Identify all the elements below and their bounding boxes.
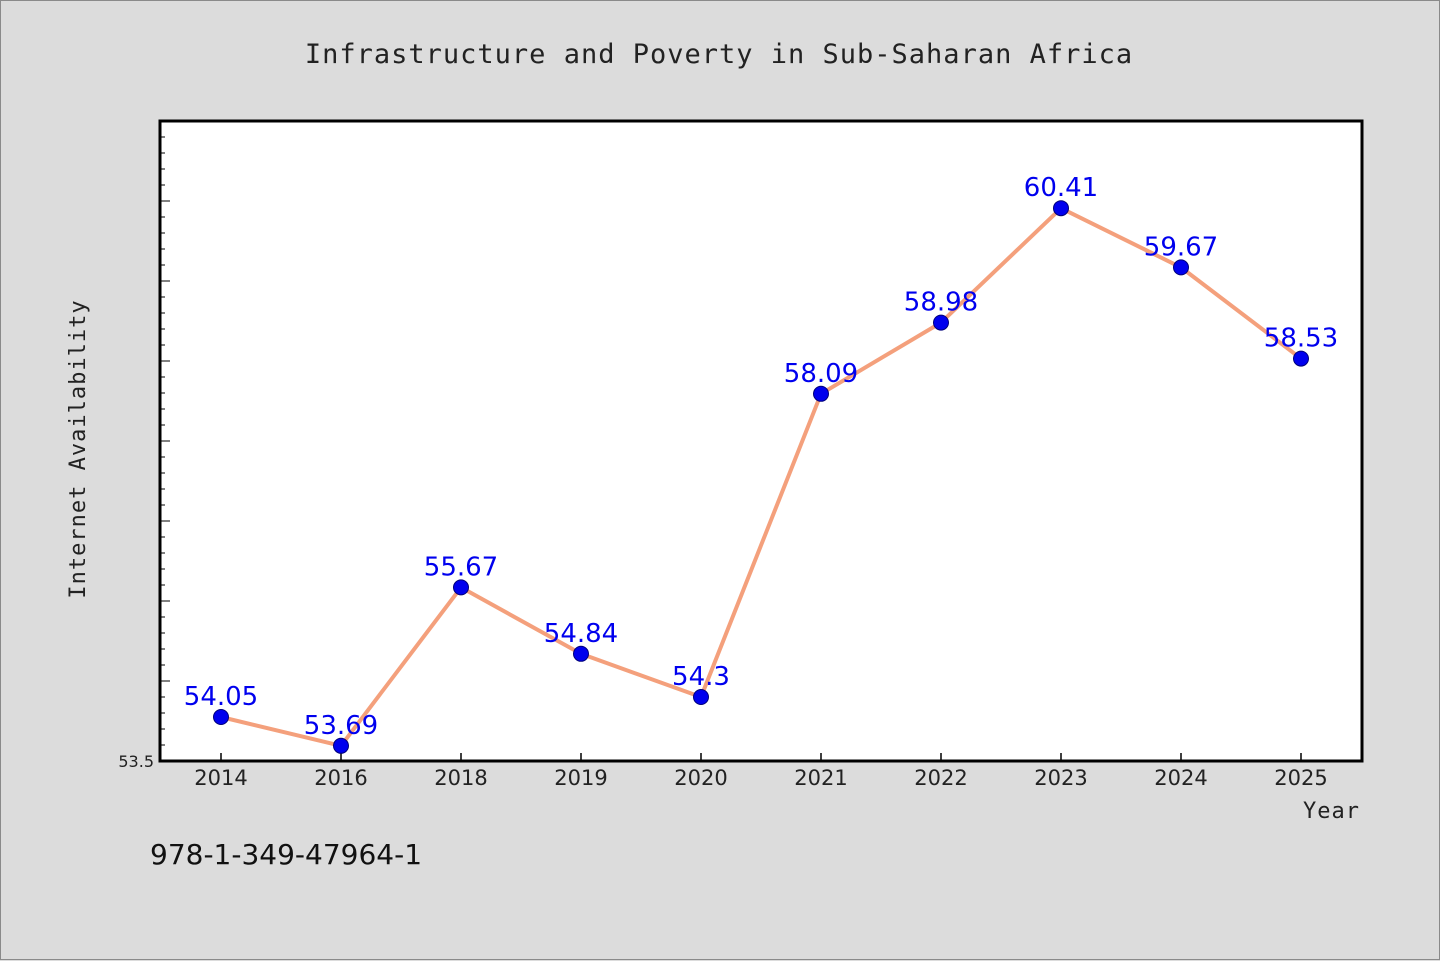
data-value-label: 58.53 [1264,324,1338,354]
data-point-marker [573,645,589,662]
data-value-label: 58.98 [904,288,978,318]
y-axis-ticks [160,120,170,762]
x-axis-ticks: 2014 2016 2018 2019 2020 2021 2022 2023 2024 2025 [194,753,1328,790]
data-value-label: 60.41 [1024,173,1098,203]
data-value-label: 59.67 [1144,232,1218,262]
x-tick-label: 2023 [1034,766,1087,790]
x-tick-label: 2019 [554,766,607,790]
x-tick-label: 2020 [674,766,727,790]
data-point-marker [1173,259,1189,276]
x-tick-label: 2022 [914,766,967,790]
series-line [220,206,1303,748]
y-axis-label: Internet Availability [66,299,91,598]
data-point-marker [693,689,709,705]
plot-area [158,119,1364,763]
data-point-marker [1053,200,1069,217]
data-value-label: 54.84 [544,619,618,649]
chart-title: Infrastructure and Poverty in Sub-Sahara… [305,39,1133,70]
x-tick-label: 2024 [1154,766,1207,790]
data-value-label: 54.05 [184,682,258,712]
data-point-marker [933,314,949,331]
data-point-marker [1293,350,1309,367]
x-tick-label: 2021 [794,766,847,790]
data-point-marker [813,385,829,402]
data-point-marker [213,709,229,725]
x-tick-label: 2018 [434,766,487,790]
x-axis-label: Year [1303,799,1360,824]
x-tick-label: 2025 [1274,766,1327,790]
data-value-label: 55.67 [424,552,498,582]
data-value-label: 53.69 [304,711,378,741]
footnote-isbn: 978-1-349-47964-1 [150,838,422,871]
series-line-group: 54.05 53.69 55.67 54.84 54.3 58.09 58.98 60.41 5… [184,173,1338,754]
data-point-marker [333,737,349,754]
data-value-label: 54.3 [672,662,730,692]
x-tick-label: 2014 [194,766,247,790]
y-tick-label: 53.5 [118,752,154,771]
data-value-label: 58.09 [784,359,858,389]
data-point-marker [453,579,469,596]
x-tick-label: 2016 [314,766,367,790]
